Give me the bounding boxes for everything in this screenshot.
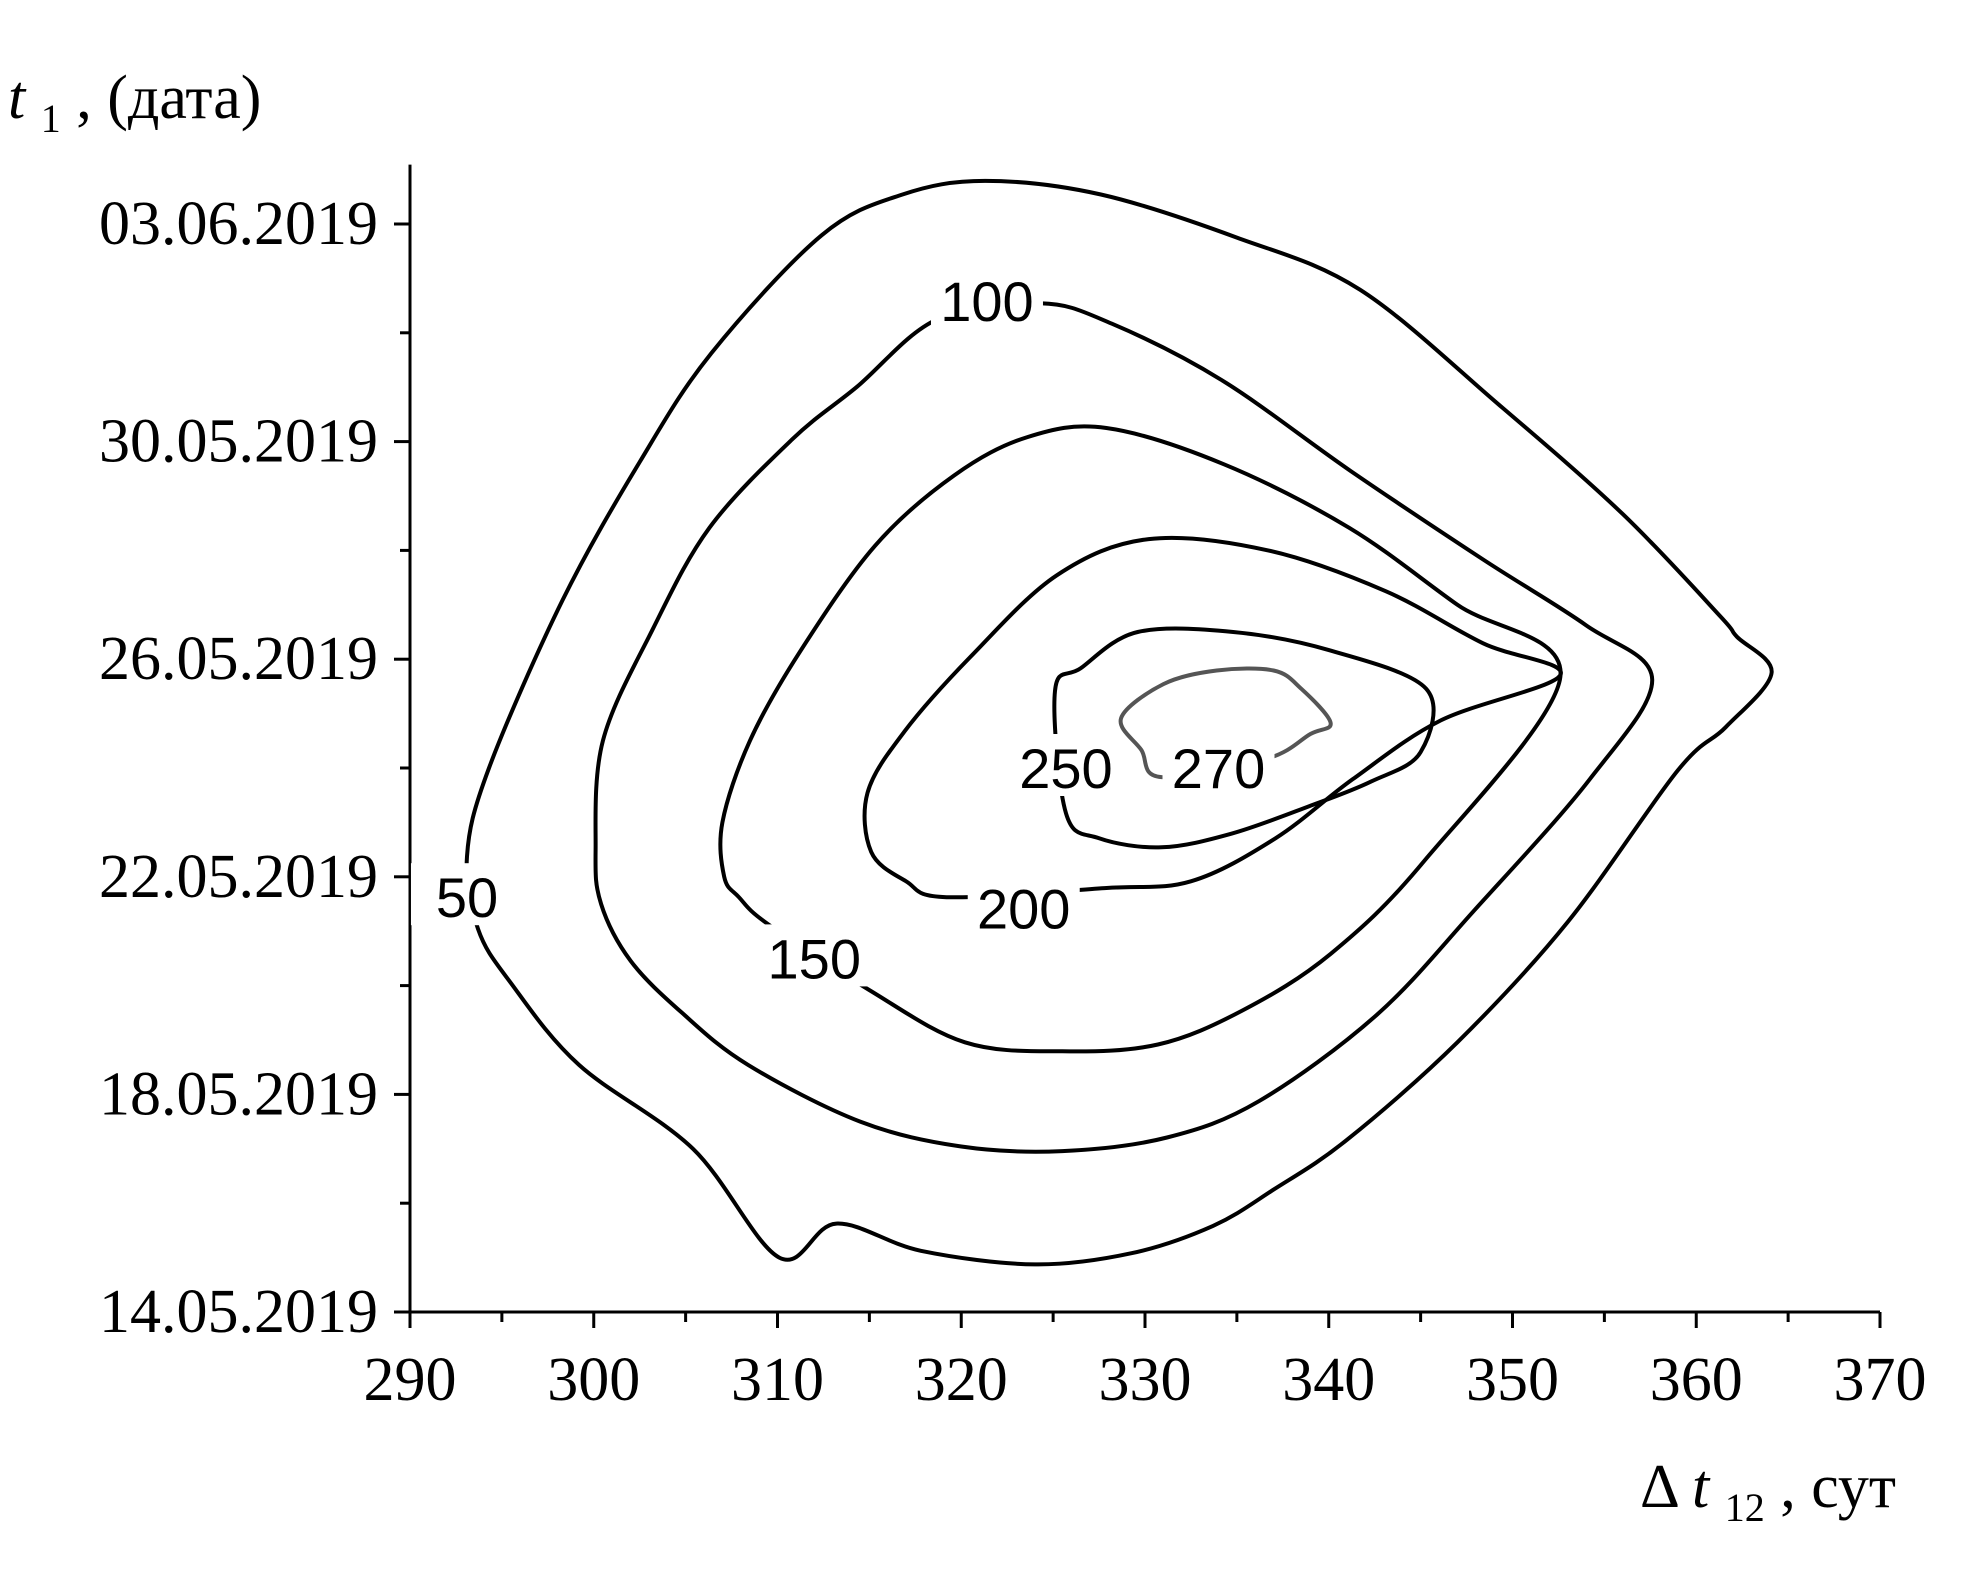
x-axis-var: t	[1692, 1453, 1711, 1521]
y-tick-label: 30.05.2019	[99, 408, 378, 476]
contour-label-bg	[967, 874, 1080, 937]
contour-label-270: 270	[1172, 737, 1265, 800]
contour-line-150	[718, 424, 1563, 1054]
contour-label-200: 200	[977, 878, 1070, 941]
y-tick-label: 18.05.2019	[99, 1060, 378, 1128]
x-axis-sub: 12	[1725, 1485, 1765, 1530]
y-tick-label: 26.05.2019	[99, 625, 378, 693]
y-axis-title: t 1 , (дата)	[8, 64, 261, 146]
x-axis-prefix: Δ	[1640, 1453, 1678, 1521]
y-axis-unit: , (дата)	[76, 64, 261, 132]
contour-label-bg	[1162, 734, 1275, 796]
contour-label-50: 50	[436, 866, 498, 929]
x-tick-label: 340	[1282, 1346, 1375, 1414]
contour-label-bg	[1009, 734, 1122, 796]
x-tick-label: 310	[731, 1346, 824, 1414]
contour-line-250	[1052, 626, 1436, 850]
x-tick-label: 370	[1834, 1346, 1927, 1414]
y-axis-var: t	[8, 64, 27, 132]
contour-line-270	[1118, 666, 1333, 780]
contour-labels: 50 100 150 200 250 270	[410, 267, 1275, 990]
contour-label-100: 100	[940, 270, 1033, 333]
x-axis-unit: , сут	[1780, 1453, 1896, 1521]
contour-line-100	[593, 301, 1655, 1154]
x-tick-label: 300	[547, 1346, 640, 1414]
contour-label-bg	[930, 267, 1043, 330]
x-tick-label: 330	[1099, 1346, 1192, 1414]
contour-lines	[464, 178, 1774, 1267]
y-tick-label: 22.05.2019	[99, 843, 378, 911]
contour-label-bg	[758, 924, 871, 987]
y-tick-label: 14.05.2019	[99, 1278, 378, 1346]
contour-line-200	[862, 535, 1563, 900]
contour-label-250: 250	[1019, 737, 1112, 800]
y-axis-sub: 1	[41, 96, 61, 141]
x-tick-label: 320	[915, 1346, 1008, 1414]
x-tick-label: 350	[1466, 1346, 1559, 1414]
contour-label-150: 150	[768, 927, 861, 990]
contour-label-bg	[410, 863, 523, 926]
contour-line-50	[464, 178, 1774, 1267]
x-axis-title: Δ t 12 , сут	[1640, 1453, 1896, 1535]
tick-labels: 290 300 310 320 330 340 350 360 370 14.05.2019 18.…	[99, 190, 1927, 1414]
x-tick-label: 360	[1650, 1346, 1743, 1414]
x-tick-label: 290	[364, 1346, 457, 1414]
y-tick-label: 03.06.2019	[99, 190, 378, 258]
axes	[394, 164, 1882, 1328]
